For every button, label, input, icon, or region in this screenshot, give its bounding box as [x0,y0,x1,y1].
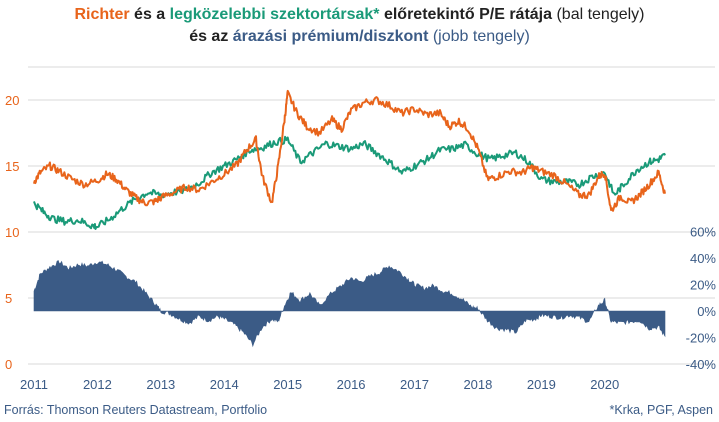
left-axis-tick: 0 [5,357,12,372]
axis-labels-layer: 0 5 10 15 20 -40% -20% 0% 20% 40% 60% 2011 2012 2013 2… [5,93,716,392]
right-axis-tick: -20% [686,331,717,346]
chart-title: Richter és a legközelebbi szektortársak*… [0,4,719,48]
right-axis-tick: 20% [690,278,716,293]
title-es-az: és az [189,28,233,45]
title-es-a: és a [129,6,170,23]
left-axis-tick: 15 [5,159,19,174]
left-axis-tick: 10 [5,225,19,240]
x-axis-tick: 2015 [273,377,302,392]
x-axis-tick: 2020 [590,377,619,392]
x-axis-tick: 2014 [210,377,239,392]
title-right-axis-note: (jobb tengely) [428,28,530,45]
x-axis-tick: 2017 [400,377,429,392]
title-richter: Richter [74,6,130,23]
source-note: Forrás: Thomson Reuters Datastream, Port… [4,403,268,417]
right-axis-tick: 60% [690,225,716,240]
left-axis-tick: 5 [5,291,12,306]
x-axis-tick: 2013 [146,377,175,392]
footnote: *Krka, PGF, Aspen [609,403,713,417]
lines-layer [33,89,666,230]
right-axis-tick: 40% [690,251,716,266]
premium-area-layer [33,260,666,348]
right-axis-tick: 0% [697,304,716,319]
x-axis-tick: 2018 [463,377,492,392]
title-line-2: és az árazási prémium/diszkont (jobb ten… [0,26,719,48]
x-axis-tick: 2012 [83,377,112,392]
title-premium: árazási prémium/diszkont [232,28,429,45]
x-axis-tick: 2019 [527,377,556,392]
right-axis-tick: -40% [686,357,717,372]
richter-pe-line [33,89,666,212]
left-axis-tick: 20 [5,93,19,108]
premium-discount-area [33,260,666,348]
title-left-axis-note: (bal tengely) [552,6,645,23]
title-forward-pe: előretekintő P/E rátája [379,6,553,23]
title-line-1: Richter és a legközelebbi szektortársak*… [0,4,719,26]
x-axis-tick: 2011 [20,377,48,392]
x-axis-tick: 2016 [337,377,366,392]
peers-pe-line [33,135,666,230]
title-peers: legközelebbi szektortársak* [169,6,380,23]
